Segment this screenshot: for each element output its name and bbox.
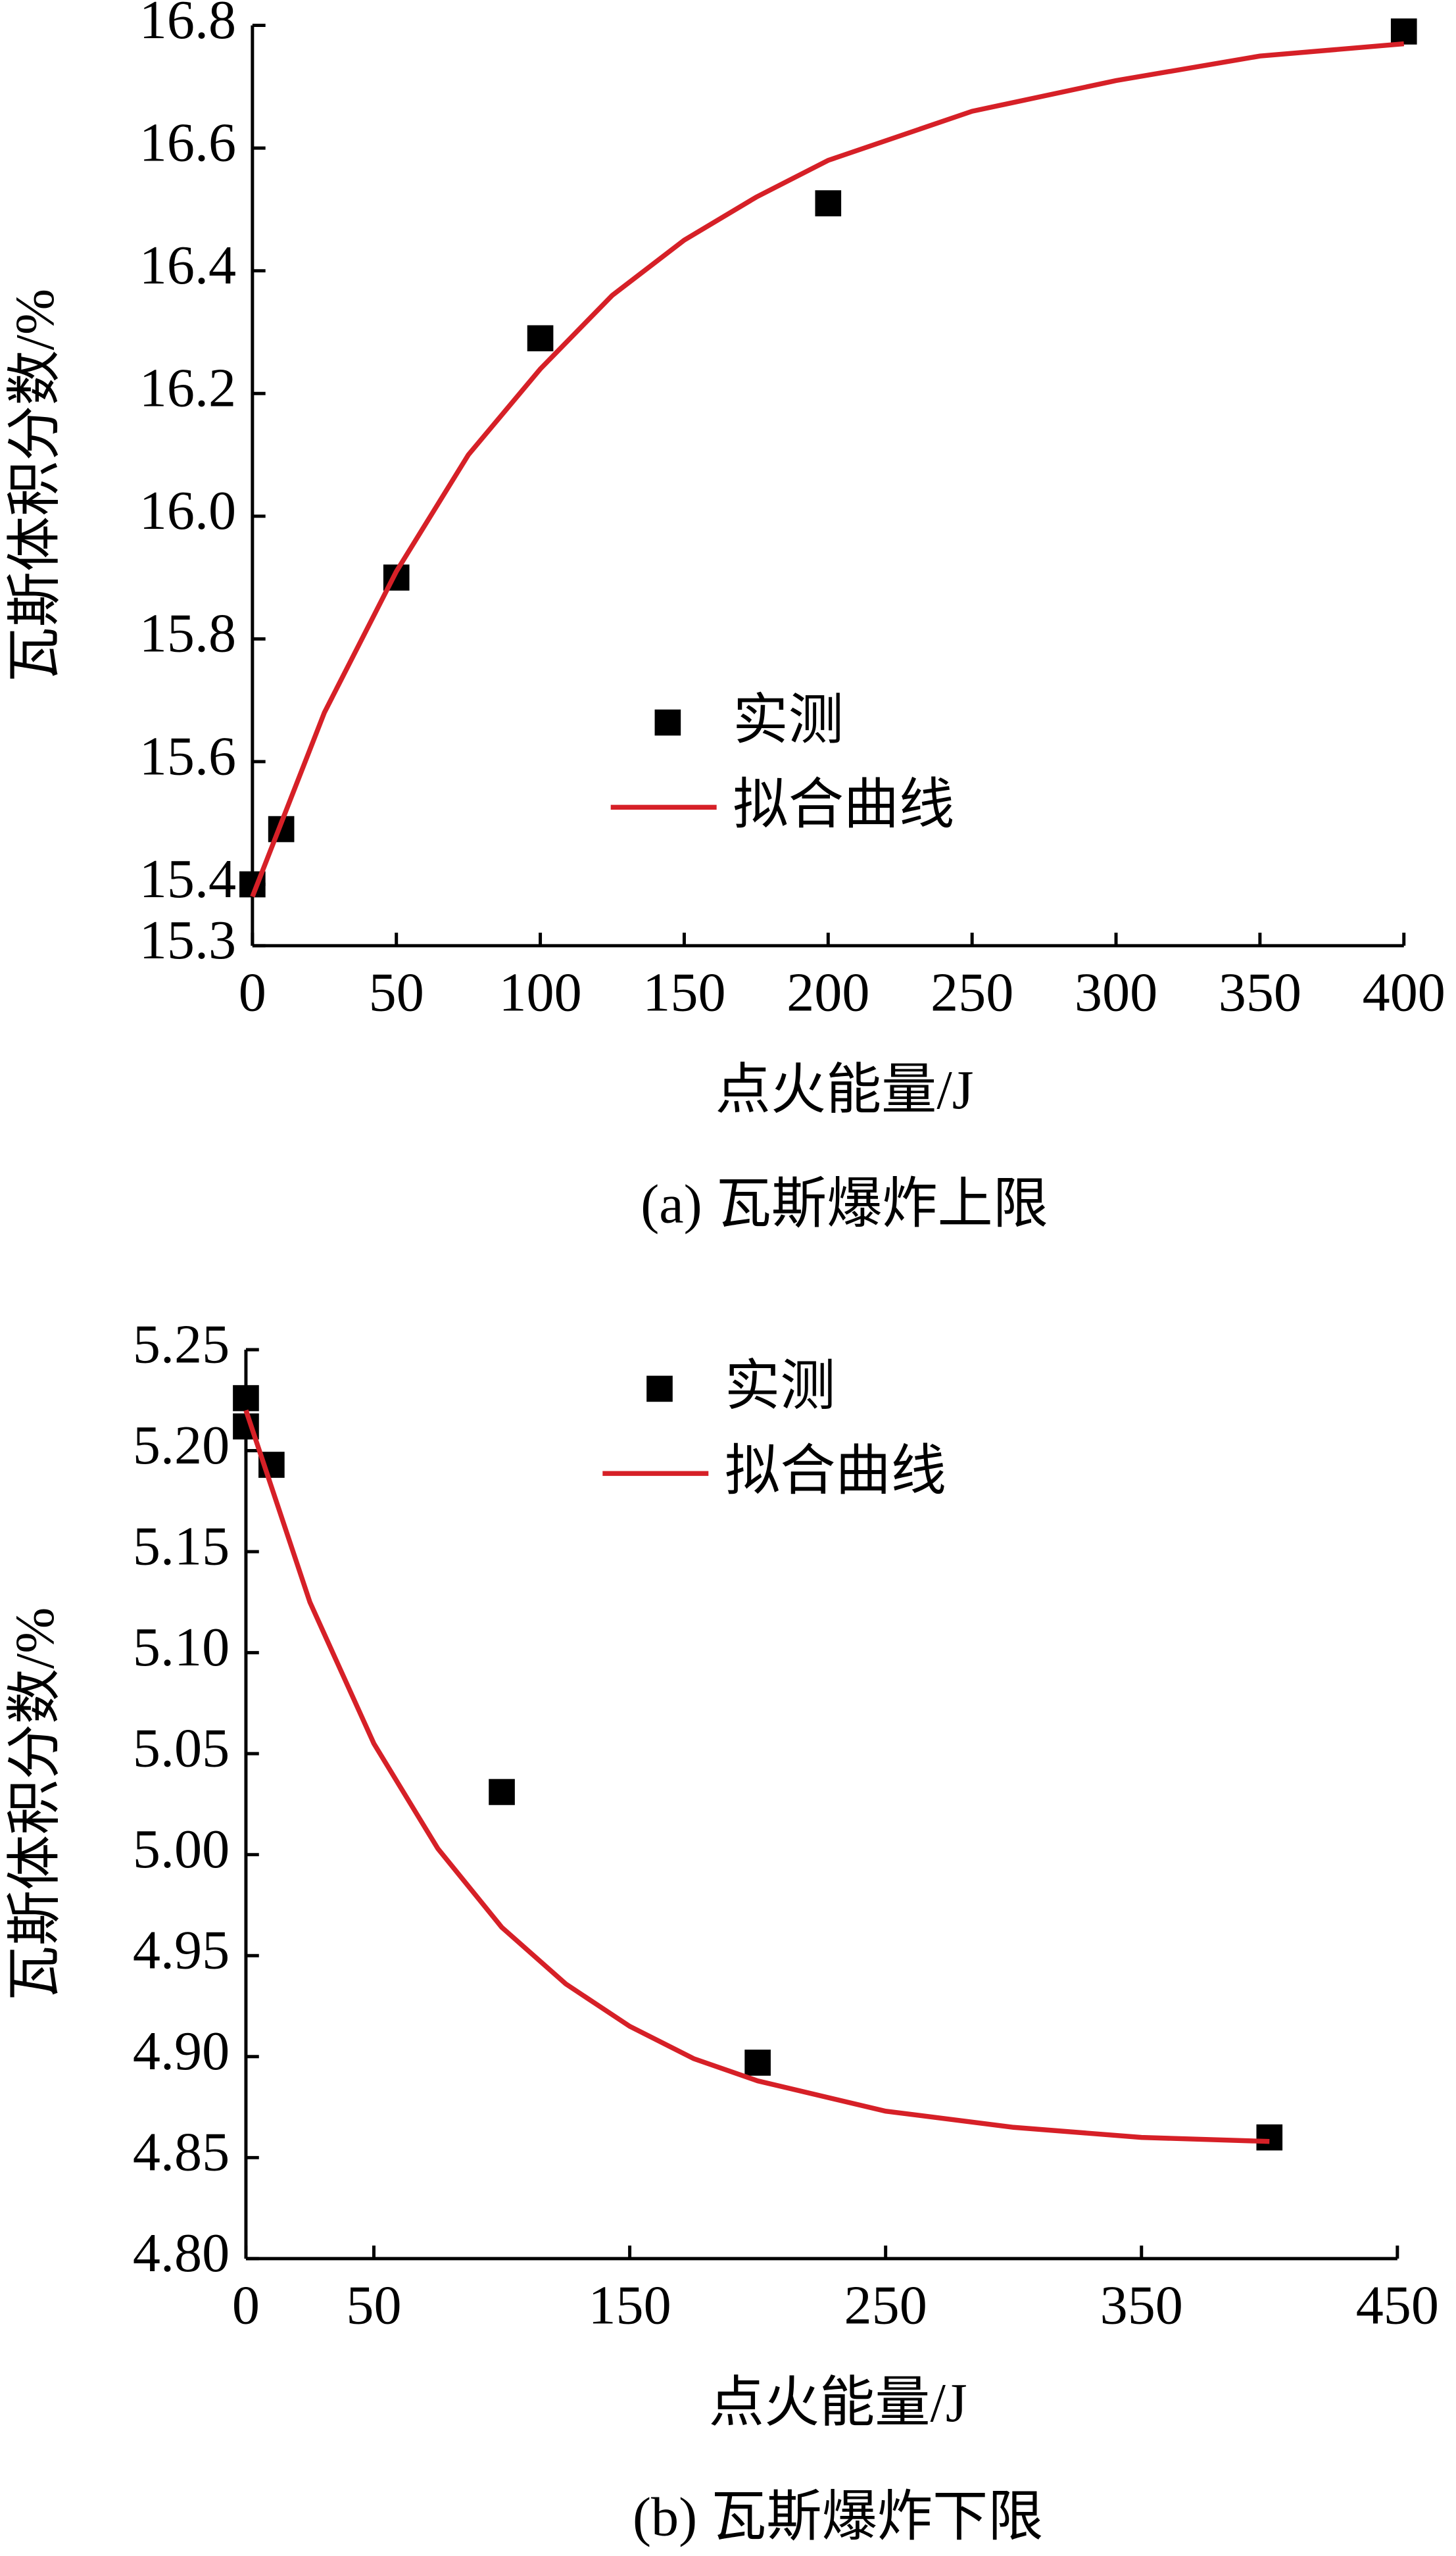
x-tick-label: 150	[588, 2274, 671, 2336]
x-tick-label: 300	[1075, 962, 1157, 1023]
x-axis-label: 点火能量/J	[716, 1060, 974, 1121]
legend-label: 实测	[725, 1356, 835, 1417]
legend-label: 拟合曲线	[725, 1440, 946, 1502]
y-tick-label: 15.3	[139, 910, 236, 971]
data-point	[744, 2050, 771, 2076]
y-tick-label: 15.6	[139, 725, 236, 787]
y-tick-label: 5.05	[133, 1717, 230, 1779]
x-tick-label: 0	[239, 962, 266, 1023]
x-tick-label: 250	[844, 2274, 927, 2336]
caption: (b) 瓦斯爆炸下限	[633, 2486, 1043, 2547]
y-tick-label: 4.90	[133, 2021, 230, 2082]
x-tick-label: 50	[346, 2274, 401, 2336]
x-tick-label: 250	[931, 962, 1013, 1023]
data-point	[1390, 18, 1417, 45]
x-tick-label: 0	[232, 2274, 260, 2336]
x-tick-label: 400	[1363, 962, 1445, 1023]
data-point	[489, 1779, 515, 1806]
y-tick-label: 5.10	[133, 1617, 230, 1678]
y-tick-label: 4.95	[133, 1920, 230, 1981]
data-point	[1256, 2124, 1283, 2151]
fit-line	[250, 41, 1405, 898]
x-tick-label: 150	[643, 962, 725, 1023]
data-point	[815, 190, 842, 216]
legend-label: 拟合曲线	[733, 775, 954, 836]
y-tick-label: 16.8	[139, 0, 236, 51]
x-tick-label: 350	[1100, 2274, 1183, 2336]
y-tick-label: 16.6	[139, 112, 236, 173]
caption: (a) 瓦斯爆炸上限	[641, 1173, 1048, 1235]
y-tick-label: 4.80	[133, 2223, 230, 2284]
x-tick-label: 200	[787, 962, 869, 1023]
y-axis-label: 瓦斯体积分数/%	[5, 1608, 66, 2002]
y-tick-label: 16.4	[139, 235, 236, 296]
y-tick-label: 15.8	[139, 603, 236, 664]
y-tick-label: 15.4	[139, 848, 236, 910]
data-point	[527, 325, 554, 352]
x-tick-label: 450	[1356, 2274, 1439, 2336]
x-tick-label: 50	[369, 962, 424, 1023]
y-tick-label: 16.2	[139, 358, 236, 419]
legend-marker	[654, 709, 681, 736]
y-tick-label: 4.85	[133, 2122, 230, 2183]
x-tick-label: 100	[498, 962, 581, 1023]
y-axis-label: 瓦斯体积分数/%	[5, 289, 66, 683]
data-point	[233, 1385, 259, 1412]
y-tick-label: 5.00	[133, 1819, 230, 1880]
y-tick-label: 5.20	[133, 1415, 230, 1476]
legend-marker	[646, 1375, 673, 1402]
legend-label: 实测	[733, 690, 843, 751]
y-tick-label: 16.0	[139, 480, 236, 541]
x-tick-label: 350	[1219, 962, 1301, 1023]
y-tick-label: 5.15	[133, 1515, 230, 1577]
fit-line	[243, 1409, 1270, 2144]
x-axis-label: 点火能量/J	[709, 2372, 967, 2434]
y-tick-label: 5.25	[133, 1314, 230, 1375]
